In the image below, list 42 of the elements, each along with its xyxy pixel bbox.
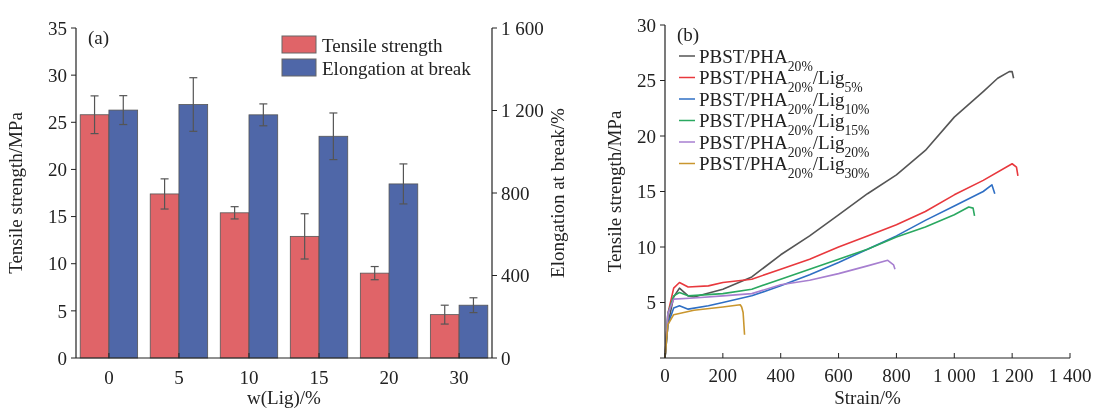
legend-label: Tensile strength (322, 34, 444, 56)
y-tick-label: 15 (48, 206, 67, 228)
annotation: (a) (88, 27, 110, 49)
x-tick-label: 600 (824, 365, 853, 386)
y-tick-label: 35 (48, 17, 67, 39)
x-tick-label: 15 (309, 367, 329, 388)
y-tick-label: 25 (48, 111, 67, 133)
x-tick-label: 200 (708, 365, 738, 386)
x-tick-label: 1 000 (932, 365, 976, 386)
x-tick-label: 1 400 (1048, 365, 1092, 386)
y-tick-label: 10 (637, 236, 656, 258)
y2-tick-label: 1 600 (501, 17, 544, 39)
x-tick-label: 5 (174, 367, 184, 388)
y-tick-label: 0 (57, 347, 67, 369)
y2-tick-label: 400 (501, 265, 530, 287)
y2-tick-label: 0 (501, 347, 511, 369)
y-tick-label: 10 (48, 253, 67, 275)
y-tick-label: 5 (646, 292, 656, 314)
y-tick-label: 5 (57, 300, 67, 322)
y-tick-label: 20 (637, 125, 656, 147)
y-tick-label: 30 (48, 64, 67, 86)
y-tick-label: 20 (48, 159, 67, 181)
x-tick-label: 0 (660, 365, 670, 386)
x-tick-label: 20 (379, 367, 399, 388)
x-tick-label: 800 (882, 365, 911, 386)
x-tick-label: 0 (104, 367, 114, 388)
y-axis-title: Tensile strength/MPa (5, 111, 26, 274)
y-tick-label: 30 (637, 14, 656, 36)
y2-tick-label: 1 200 (501, 100, 544, 122)
y-tick-label: 25 (637, 70, 656, 92)
x-axis-title: Strain/% (834, 387, 901, 408)
y2-tick-label: 800 (501, 182, 530, 204)
y2-axis-title: Elongation at break/% (547, 107, 568, 278)
y-tick-label: 15 (637, 181, 656, 203)
y-axis-title: Tensile strength/MPa (604, 110, 625, 273)
annotation: (b) (677, 24, 700, 46)
legend-label: Elongation at break (322, 57, 472, 79)
x-axis-title: w(Lig)/% (247, 387, 322, 409)
x-tick-label: 400 (766, 365, 795, 386)
x-tick-label: 10 (239, 367, 259, 388)
x-tick-label: 1 200 (990, 365, 1034, 386)
x-tick-label: 30 (449, 367, 469, 388)
